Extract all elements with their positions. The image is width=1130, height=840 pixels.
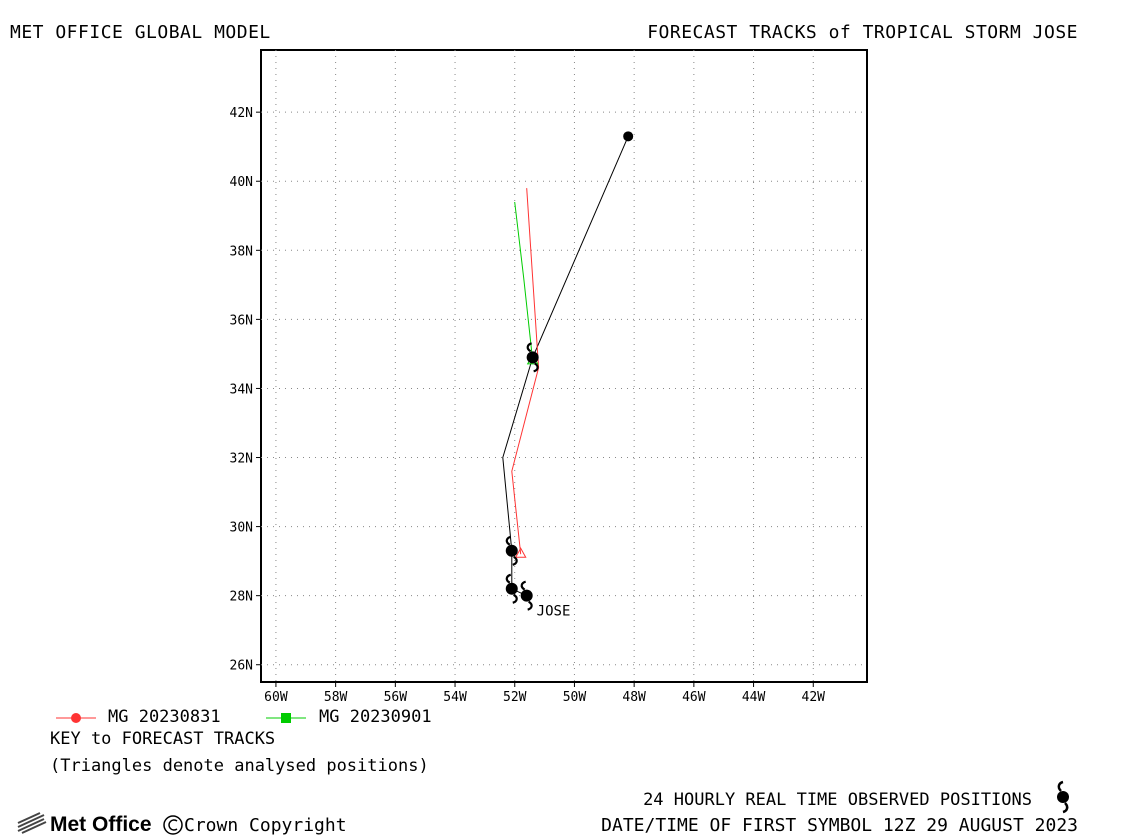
map-frame: [260, 49, 868, 683]
observed-positions-label: 24 HOURLY REAL TIME OBSERVED POSITIONS: [643, 790, 1032, 810]
copyright-circle-icon: [163, 815, 183, 835]
storm-symbol-arm: [505, 535, 512, 546]
storm-symbol-core: [505, 544, 518, 557]
storm-symbol-core: [520, 589, 533, 602]
x-tick-label: 46W: [682, 690, 706, 705]
x-tick-label: 56W: [384, 690, 408, 705]
track-mg-20230901: [514, 201, 534, 361]
storm-symbol-core: [505, 582, 518, 595]
y-tick-label: 28N: [230, 590, 253, 605]
storm-symbol-icon: [520, 580, 533, 611]
markers: [505, 131, 634, 611]
x-tick-label: 50W: [563, 690, 587, 705]
y-tick-label: 26N: [230, 659, 253, 674]
key-note: (Triangles denote analysed positions): [50, 756, 429, 776]
chart-title: FORECAST TRACKS of TROPICAL STORM JOSE: [647, 22, 1078, 43]
y-tick-label: 30N: [230, 521, 253, 536]
legend-marker-mg-20230901: [266, 713, 306, 723]
y-tick-label: 32N: [230, 452, 253, 467]
y-tick-label: 34N: [230, 382, 253, 397]
axis-ticks: 60W 58W 56W 54W 52W 50W 48W 46W 44W 42W 26N 28N 30N 3…: [230, 106, 826, 705]
legend-label-mg-20230901: MG 20230901: [319, 707, 432, 727]
storm-symbol-icon: [505, 535, 518, 566]
storm-symbol-core: [526, 351, 539, 364]
met-office-logo-icon: [17, 812, 47, 834]
storm-symbol-arm: [520, 580, 527, 591]
y-tick-label: 40N: [230, 175, 253, 190]
x-tick-label: 60W: [264, 690, 288, 705]
storm-symbol-icon: [505, 573, 518, 604]
x-tick-label: 54W: [443, 690, 467, 705]
storm-symbol-arm: [512, 555, 518, 566]
track-mg-20230831: [511, 188, 540, 555]
analysed-position-triangle: [514, 547, 527, 558]
x-tick-label: 58W: [324, 690, 348, 705]
forecast-end-marker: [623, 131, 634, 142]
storm-symbol-arm: [505, 573, 512, 584]
x-tick-label: 48W: [622, 690, 646, 705]
storm-label: JOSE: [537, 604, 571, 620]
storm-symbol-arm: [512, 593, 518, 604]
y-tick-label: 42N: [230, 106, 253, 121]
model-title: MET OFFICE GLOBAL MODEL: [10, 22, 271, 43]
grid: [261, 50, 867, 682]
hurricane-icon: [1057, 780, 1069, 814]
y-tick-label: 38N: [230, 244, 253, 259]
copyright: Crown Copyright: [162, 815, 347, 836]
storm-symbol-icon: [526, 342, 539, 373]
logo-text: Met Office: [50, 813, 152, 836]
first-symbol-datetime: DATE/TIME OF FIRST SYMBOL 12Z 29 AUGUST …: [601, 815, 1078, 836]
copyright-text: Crown Copyright: [184, 815, 347, 836]
copyright-c-icon: [168, 819, 178, 831]
x-tick-label: 44W: [742, 690, 766, 705]
storm-symbol-arm: [533, 362, 539, 373]
storm-symbol-arm: [526, 342, 533, 353]
storm-symbol-arm: [527, 600, 533, 611]
y-tick-label: 36N: [230, 313, 253, 328]
legend-label-mg-20230831: MG 20230831: [108, 707, 221, 727]
x-tick-label: 52W: [503, 690, 527, 705]
x-tick-label: 42W: [802, 690, 826, 705]
met-office-logo: Met Office: [18, 813, 152, 837]
legend-marker-mg-20230831: [56, 713, 96, 723]
key-title: KEY to FORECAST TRACKS: [50, 729, 276, 749]
